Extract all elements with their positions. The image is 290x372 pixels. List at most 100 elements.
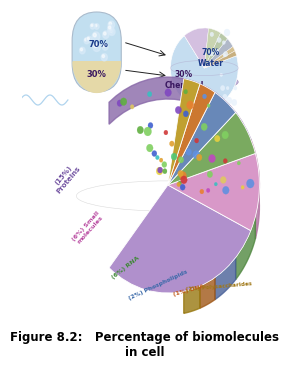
Circle shape (217, 38, 221, 42)
Circle shape (223, 54, 226, 57)
Circle shape (222, 41, 225, 44)
Text: (2%) Phospholipids: (2%) Phospholipids (127, 269, 188, 301)
Wedge shape (168, 153, 259, 231)
Circle shape (201, 123, 207, 131)
FancyBboxPatch shape (72, 12, 121, 92)
Circle shape (207, 104, 210, 108)
Circle shape (207, 171, 213, 177)
Circle shape (208, 50, 212, 55)
Circle shape (224, 52, 228, 57)
Wedge shape (168, 112, 255, 185)
Circle shape (209, 154, 215, 163)
Circle shape (171, 153, 177, 160)
Circle shape (226, 86, 229, 90)
Circle shape (120, 98, 127, 106)
Text: 30%: 30% (87, 70, 107, 78)
Circle shape (231, 99, 237, 106)
Circle shape (237, 161, 240, 165)
Wedge shape (168, 92, 236, 185)
Ellipse shape (171, 74, 238, 90)
Circle shape (200, 189, 204, 194)
Circle shape (206, 188, 210, 192)
Circle shape (223, 94, 227, 99)
Circle shape (95, 25, 97, 27)
Circle shape (79, 47, 85, 54)
Circle shape (222, 186, 229, 194)
Circle shape (159, 158, 163, 162)
Text: Figure 8.2:   Percentage of biomolecules: Figure 8.2: Percentage of biomolecules (10, 331, 280, 344)
Circle shape (86, 36, 92, 42)
Circle shape (181, 176, 187, 184)
Circle shape (193, 151, 200, 159)
Circle shape (148, 122, 153, 128)
Circle shape (180, 171, 186, 180)
Circle shape (224, 29, 230, 36)
Text: (2%) Polysaccharides: (2%) Polysaccharides (185, 282, 252, 292)
Wedge shape (184, 28, 237, 68)
Circle shape (170, 141, 174, 146)
Circle shape (147, 92, 152, 97)
Circle shape (164, 130, 168, 135)
Text: (1%) DNA: (1%) DNA (172, 283, 204, 296)
Wedge shape (168, 78, 200, 185)
Circle shape (210, 32, 214, 36)
Circle shape (184, 90, 188, 94)
Circle shape (110, 29, 112, 32)
Circle shape (144, 127, 151, 136)
Circle shape (222, 131, 229, 139)
Circle shape (94, 44, 97, 48)
Circle shape (214, 49, 219, 54)
Circle shape (226, 97, 232, 104)
Circle shape (214, 182, 217, 186)
Circle shape (163, 169, 167, 174)
Circle shape (234, 86, 237, 90)
Circle shape (137, 126, 144, 134)
Circle shape (178, 181, 182, 185)
Text: 30%
Chemical: 30% Chemical (164, 70, 204, 90)
Circle shape (175, 106, 182, 114)
Circle shape (109, 28, 115, 35)
Circle shape (93, 33, 96, 37)
Wedge shape (184, 28, 209, 68)
Wedge shape (204, 28, 221, 68)
Polygon shape (73, 62, 120, 92)
Wedge shape (204, 33, 228, 68)
Text: (15%)
Proteins: (15%) Proteins (50, 161, 82, 195)
Circle shape (93, 43, 100, 51)
Circle shape (84, 38, 89, 44)
Circle shape (183, 111, 188, 117)
Circle shape (117, 100, 123, 106)
Circle shape (178, 170, 183, 177)
Circle shape (155, 155, 159, 160)
Circle shape (152, 151, 157, 157)
Text: in cell: in cell (125, 346, 165, 359)
Circle shape (91, 24, 93, 26)
Circle shape (223, 158, 227, 163)
Polygon shape (184, 286, 200, 313)
Text: 70%
Water: 70% Water (198, 48, 224, 68)
Wedge shape (204, 39, 233, 68)
Polygon shape (200, 278, 215, 308)
Circle shape (102, 55, 105, 58)
Circle shape (102, 44, 108, 50)
Circle shape (103, 44, 106, 47)
Circle shape (209, 51, 214, 56)
Circle shape (178, 157, 184, 163)
Circle shape (108, 25, 114, 32)
Circle shape (241, 186, 244, 189)
Circle shape (186, 149, 191, 155)
Circle shape (187, 101, 194, 109)
Circle shape (109, 22, 112, 25)
Wedge shape (109, 185, 251, 293)
Circle shape (196, 154, 202, 161)
Circle shape (202, 94, 206, 99)
Text: (6%) Small
molecules: (6%) Small molecules (72, 210, 105, 246)
Circle shape (162, 161, 167, 167)
Circle shape (221, 86, 225, 90)
Polygon shape (109, 77, 251, 161)
Circle shape (108, 26, 111, 29)
Circle shape (90, 23, 95, 29)
Circle shape (85, 39, 87, 41)
Circle shape (108, 29, 111, 32)
Circle shape (220, 73, 223, 76)
